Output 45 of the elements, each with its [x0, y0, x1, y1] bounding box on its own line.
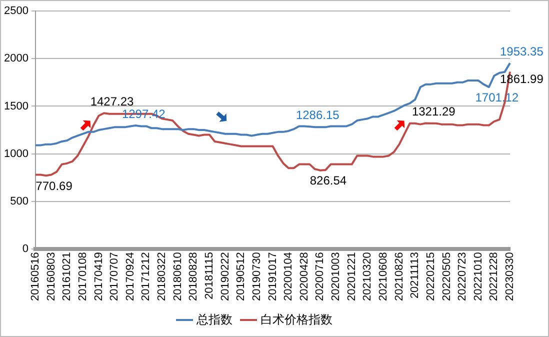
y-tick-label: 500	[10, 195, 28, 208]
x-tick-label: 20190222	[219, 252, 232, 302]
x-tick-label: 20200428	[298, 252, 310, 302]
x-tick-label: 20221228	[488, 252, 500, 302]
x-tick-label: 20170707	[108, 252, 121, 302]
data-label: 1427.23	[90, 94, 134, 108]
x-tick-label: 20191017	[266, 252, 279, 302]
x-tick-label: 20180828	[188, 252, 200, 302]
data-label: 1321.29	[412, 104, 456, 119]
x-tick-label: 20170419	[92, 252, 105, 302]
x-tick-label: 20161021	[61, 252, 74, 302]
x-tick-label: 20200716	[314, 252, 326, 302]
x-tick-label: 20210608	[377, 252, 390, 302]
x-tick-label: 20210826	[393, 252, 406, 302]
x-tick-label: 20181115	[203, 252, 216, 300]
x-tick-label: 20201003	[330, 252, 342, 302]
x-tick-label: 20190512	[235, 252, 248, 302]
y-tick-label: 1000	[4, 148, 28, 160]
data-label: 770.69	[36, 178, 73, 193]
y-tick-label: 0	[22, 243, 28, 256]
x-tick-label: 20220505	[440, 252, 453, 302]
x-tick-label: 20170108	[76, 252, 89, 302]
x-tick-label: 20170924	[124, 252, 136, 302]
legend-label: 总指数	[196, 312, 232, 326]
y-tick-label: 1500	[4, 100, 28, 112]
x-tick-label: 20160803	[45, 252, 58, 302]
y-tick-label: 2000	[4, 52, 28, 65]
x-tick-label: 20230330	[504, 252, 516, 302]
y-tick-label: 2500	[4, 5, 28, 18]
legend-label: 白术价格指数	[260, 312, 332, 326]
x-tick-label: 20220215	[424, 252, 437, 302]
x-tick-label: 20211113	[409, 252, 422, 299]
x-tick-label: 20220723	[456, 252, 469, 302]
x-tick-label: 20160516	[30, 252, 42, 302]
data-label: 1286.15	[296, 108, 340, 122]
x-tick-label: 20201221	[346, 252, 358, 302]
x-tick-label: 20171212	[140, 252, 152, 302]
data-label: 826.54	[310, 174, 347, 188]
x-tick-label: 20180322	[156, 252, 168, 302]
x-tick-label: 20210320	[362, 252, 374, 302]
x-tick-label: 20190730	[250, 252, 263, 302]
x-tick-label: 20221010	[472, 252, 484, 302]
data-label: 1953.35	[500, 44, 544, 58]
x-tick-label: 20180610	[172, 252, 184, 302]
x-tick-label: 20200104	[282, 252, 295, 302]
